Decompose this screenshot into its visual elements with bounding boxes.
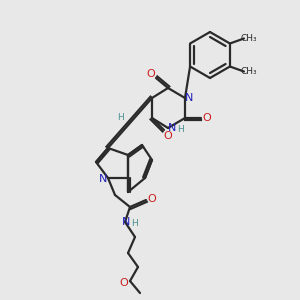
- Text: O: O: [202, 113, 211, 123]
- Text: CH₃: CH₃: [241, 34, 257, 43]
- Text: N: N: [122, 217, 130, 227]
- Text: O: O: [148, 194, 156, 204]
- Text: O: O: [120, 278, 128, 288]
- Text: O: O: [147, 69, 155, 79]
- Text: H: H: [117, 113, 123, 122]
- Text: N: N: [99, 174, 107, 184]
- Text: CH₃: CH₃: [241, 67, 257, 76]
- Text: N: N: [185, 93, 193, 103]
- Text: N: N: [168, 123, 176, 133]
- Text: O: O: [164, 131, 172, 141]
- Text: H: H: [177, 124, 183, 134]
- Text: H: H: [130, 218, 137, 227]
